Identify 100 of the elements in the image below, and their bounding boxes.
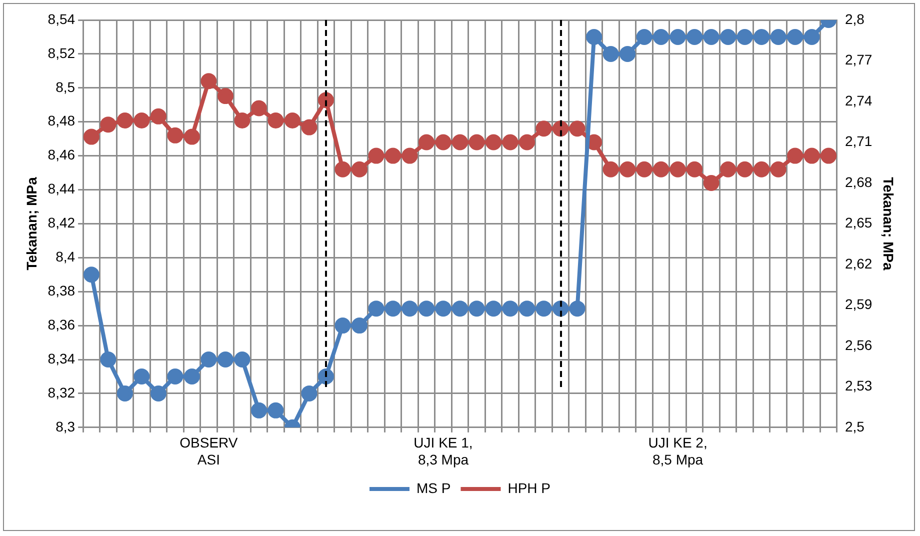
x-tick-label: UJI KE 2, 8,5 Mpa: [648, 434, 708, 468]
y2-tick-label: 2,74: [844, 92, 872, 108]
y-tick-label: 8,52: [48, 44, 76, 61]
point: [368, 300, 384, 317]
point: [318, 92, 334, 108]
point: [703, 28, 720, 45]
x-tick-label: UJI KE 1, 8,3 Mpa: [414, 434, 473, 468]
y-tick-label: 8,4: [56, 248, 76, 265]
point: [787, 148, 804, 164]
y-tick-label: 8,42: [48, 214, 76, 231]
point: [636, 161, 652, 178]
point: [620, 46, 636, 62]
point: [100, 116, 116, 133]
y-tick-label: 8,54: [48, 10, 76, 27]
point: [250, 100, 267, 116]
point: [486, 134, 502, 150]
y-tick-label: 8,48: [48, 112, 76, 129]
point: [787, 28, 804, 45]
legend-label: MS P: [416, 480, 451, 496]
point: [384, 300, 401, 317]
point: [636, 28, 652, 45]
point: [435, 300, 452, 317]
point: [670, 161, 686, 178]
point: [384, 148, 401, 164]
point: [602, 46, 619, 62]
y-tick-label: 8,38: [48, 282, 76, 298]
point: [804, 148, 820, 164]
point: [100, 352, 116, 368]
point: [552, 300, 569, 317]
point: [250, 402, 267, 418]
point: [301, 119, 318, 136]
point: [200, 352, 217, 368]
point: [184, 368, 200, 384]
point: [519, 300, 536, 317]
point: [569, 120, 586, 137]
point: [452, 134, 468, 150]
legend-label: HPH P: [508, 480, 551, 496]
point: [318, 368, 334, 384]
y-axis-title: Tekanan; MPa: [23, 176, 40, 270]
point: [200, 73, 217, 90]
point: [468, 134, 485, 150]
point: [770, 161, 786, 178]
point: [334, 318, 351, 334]
point: [418, 300, 434, 317]
point: [754, 161, 770, 178]
point: [536, 300, 552, 317]
y2-tick-label: 2,62: [844, 255, 872, 272]
point: [217, 352, 234, 368]
point: [184, 128, 200, 145]
point: [653, 28, 670, 45]
point: [234, 112, 250, 128]
y2-tick-label: 2,77: [844, 52, 872, 68]
point: [334, 161, 351, 178]
y-tick-label: 8,44: [48, 180, 76, 197]
point: [268, 112, 284, 128]
point: [552, 120, 569, 137]
x-tick-label: OBSERV ASI: [180, 434, 238, 468]
point: [134, 368, 150, 384]
y-tick-label: 8,3: [56, 418, 76, 434]
point: [83, 128, 100, 145]
point: [134, 112, 150, 128]
point: [150, 108, 166, 124]
point: [468, 300, 485, 317]
point: [351, 318, 368, 334]
point: [402, 148, 418, 164]
point: [602, 161, 619, 178]
y2-tick-label: 2,68: [844, 174, 872, 190]
point: [284, 112, 300, 128]
point: [820, 148, 837, 164]
point: [167, 127, 184, 144]
point: [670, 28, 686, 45]
y2-tick-label: 2,65: [844, 214, 872, 231]
point: [736, 28, 753, 45]
y-tick-label: 8,46: [48, 146, 76, 163]
point: [686, 28, 703, 45]
y2-tick-label: 2,59: [844, 296, 872, 312]
point: [754, 28, 770, 45]
point: [586, 28, 602, 45]
point: [167, 368, 184, 384]
point: [486, 300, 502, 317]
point: [720, 161, 736, 178]
point: [301, 385, 318, 402]
point: [703, 174, 720, 191]
point: [150, 385, 166, 402]
y-tick-label: 8,32: [48, 384, 76, 400]
point: [770, 28, 786, 45]
y-tick-label: 8,5: [56, 78, 76, 95]
point: [620, 161, 636, 178]
y-tick-label: 8,34: [48, 350, 76, 366]
point: [502, 134, 518, 150]
point: [536, 120, 552, 137]
point: [116, 385, 133, 402]
y2-tick-label: 2,8: [844, 10, 865, 27]
point: [686, 161, 703, 178]
point: [653, 161, 670, 178]
point: [234, 352, 250, 368]
y2-tick-label: 2,53: [844, 378, 872, 394]
point: [569, 300, 586, 317]
y2-tick-label: 2,71: [844, 133, 872, 150]
point: [268, 402, 284, 418]
